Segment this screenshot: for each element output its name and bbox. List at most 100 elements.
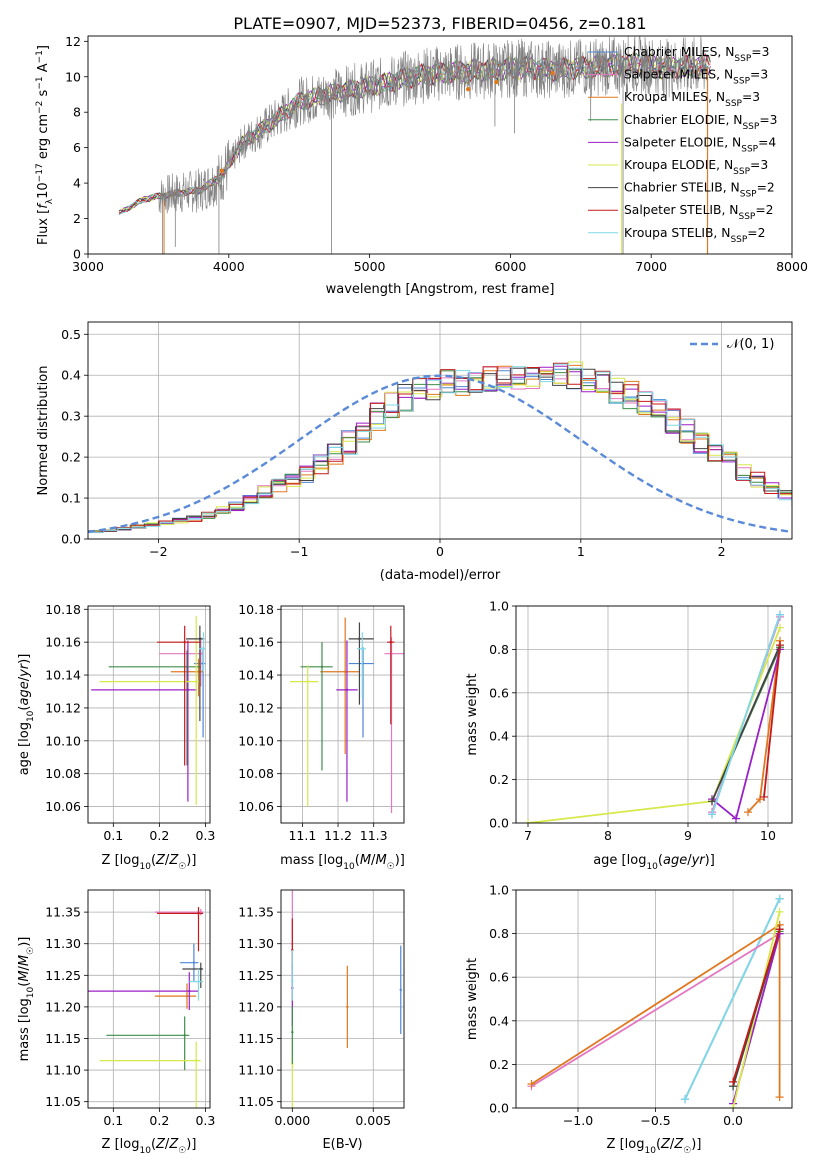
- x-tick-label: 0.0: [723, 1113, 743, 1128]
- y-tick-label: 0.8: [489, 642, 509, 657]
- legend-label: Salpeter MILES, NSSP=3: [624, 68, 768, 87]
- y-tick-label: 11.10: [238, 1063, 274, 1078]
- grid-lines: [88, 890, 210, 1108]
- y-tick-label: 0.4: [489, 729, 509, 744]
- x-tick-label: 2: [718, 544, 726, 559]
- y-tick-label: 6: [73, 140, 81, 155]
- x-tick-label: 0.005: [355, 1113, 391, 1128]
- histogram-series: [88, 367, 792, 532]
- chart-age-vs-Z: 0.1 0.2 0.3 10.06 10.08 10.10 10.12 10.14 10.16 1…: [17, 602, 215, 872]
- mass-weight-marker: [527, 1080, 536, 1089]
- data-spectrum: [158, 36, 708, 214]
- x-tick-label: 0.2: [149, 828, 169, 843]
- axes-frame: [280, 889, 405, 1109]
- x-tick-label: 0.1: [103, 828, 123, 843]
- x-tick-label: 0.3: [195, 1113, 215, 1128]
- y-tick-label: 0.0: [489, 1101, 509, 1116]
- y-tick-label: 10.16: [45, 635, 81, 650]
- mass-weight-line: [684, 898, 781, 1100]
- y-tick-label: 0.2: [489, 772, 509, 787]
- data-point: [306, 680, 309, 683]
- data-point: [346, 1005, 349, 1009]
- x-tick-label: 7000: [635, 259, 667, 274]
- data-point: [320, 665, 324, 669]
- x-tick-label: 8: [604, 828, 612, 843]
- mass-weight-marker: [760, 792, 768, 801]
- y-tick-label: 0.0: [61, 532, 81, 547]
- y-tick-label: 10.14: [238, 668, 274, 683]
- y-tick-label: 11.05: [45, 1094, 81, 1109]
- data-point: [345, 688, 349, 692]
- x-axis-label: mass [log10(M/M☉)]: [280, 853, 405, 872]
- y-tick-label: 0.3: [61, 409, 81, 424]
- y-tick-label: 4: [73, 176, 81, 191]
- y-tick-label: 0.8: [489, 926, 509, 941]
- plot-area: [88, 907, 204, 1108]
- legend-label: Kroupa STELIB, NSSP=2: [624, 226, 765, 245]
- y-tick-label: 10.08: [45, 766, 81, 781]
- y-tick-label: 0.5: [61, 327, 81, 342]
- data-point: [389, 640, 393, 644]
- y-tick-label: 8: [73, 105, 81, 120]
- y-axis-label: Normed distribution: [36, 366, 51, 496]
- y-tick-label: 1.0: [489, 883, 509, 898]
- y-tick-label: 0.2: [489, 1057, 509, 1072]
- emission-marker: [550, 71, 555, 76]
- emission-marker: [219, 168, 224, 173]
- x-axis-label: E(B-V): [322, 1137, 362, 1152]
- chart-mass-vs-EBV: 0.000 0.005 11.05 11.10 11.15 11.20 11.25 11.30…: [238, 889, 405, 1152]
- y-tick-label: 10.08: [238, 766, 274, 781]
- y-tick-label: 10.16: [238, 635, 274, 650]
- x-tick-label: 11.3: [360, 828, 388, 843]
- x-tick-label: 0.2: [149, 1113, 169, 1128]
- y-tick-label: 11.25: [238, 968, 274, 983]
- legend-label: Kroupa MILES, NSSP=3: [624, 90, 760, 109]
- data-point: [185, 994, 189, 998]
- grid-lines: [281, 890, 404, 1108]
- y-tick-label: 0.4: [61, 368, 81, 383]
- x-tick-label: 0: [436, 544, 444, 559]
- data-point: [343, 670, 347, 673]
- x-tick-label: 0.000: [274, 1113, 310, 1128]
- plot-area: [289, 617, 404, 814]
- axes-frame: [87, 35, 793, 255]
- mass-weight-line: [711, 614, 781, 815]
- mass-weight-marker: [744, 808, 752, 817]
- axes-frame: [515, 889, 793, 1109]
- data-point: [199, 910, 202, 914]
- axes-frame: [87, 605, 211, 824]
- x-tick-label: 0.3: [195, 828, 215, 843]
- y-tick-label: 0.0: [489, 816, 509, 831]
- data-point: [358, 637, 361, 641]
- mass-weight-marker: [775, 907, 784, 916]
- data-point: [361, 647, 364, 650]
- histogram-series: [88, 367, 792, 533]
- data-point: [199, 967, 202, 971]
- y-tick-label: 11.10: [45, 1063, 81, 1078]
- x-axis-label: Z [log10(Z/Z☉)]: [102, 853, 197, 872]
- data-point: [197, 912, 200, 915]
- y-tick-label: 10: [65, 69, 81, 84]
- x-tick-label: 0.1: [103, 1113, 123, 1128]
- y-axis-label: age [log10(age/yr)]: [17, 654, 36, 776]
- y-tick-label: 10.14: [45, 668, 81, 683]
- emission-marker: [465, 86, 471, 92]
- x-axis-label: Z [log10(Z/Z☉)]: [102, 1137, 197, 1156]
- legend-label: Kroupa ELODIE, NSSP=3: [624, 158, 768, 177]
- data-point: [183, 1034, 186, 1037]
- legend-label: Salpeter ELODIE, NSSP=4: [624, 135, 776, 154]
- data-point: [186, 688, 190, 692]
- x-axis-label: Z [log10(Z/Z☉)]: [607, 1137, 702, 1156]
- mass-weight-marker: [775, 1093, 784, 1102]
- y-tick-label: 12: [65, 34, 81, 49]
- histogram-series: [89, 363, 792, 534]
- mass-weight-marker: [708, 810, 716, 819]
- x-axis-label: age [log10(age/yr)]: [593, 853, 715, 872]
- x-tick-label: 6000: [494, 259, 526, 274]
- y-tick-label: 10.10: [45, 733, 81, 748]
- data-point: [188, 989, 191, 993]
- plot-area: [524, 610, 784, 823]
- chart-mass-weight-vs-Z: −1.0 −0.5 0.0 0.0 0.2 0.4 0.6 0.8 1.0 Z [log10(Z/…: [465, 883, 793, 1156]
- y-tick-label: 11.15: [45, 1031, 81, 1046]
